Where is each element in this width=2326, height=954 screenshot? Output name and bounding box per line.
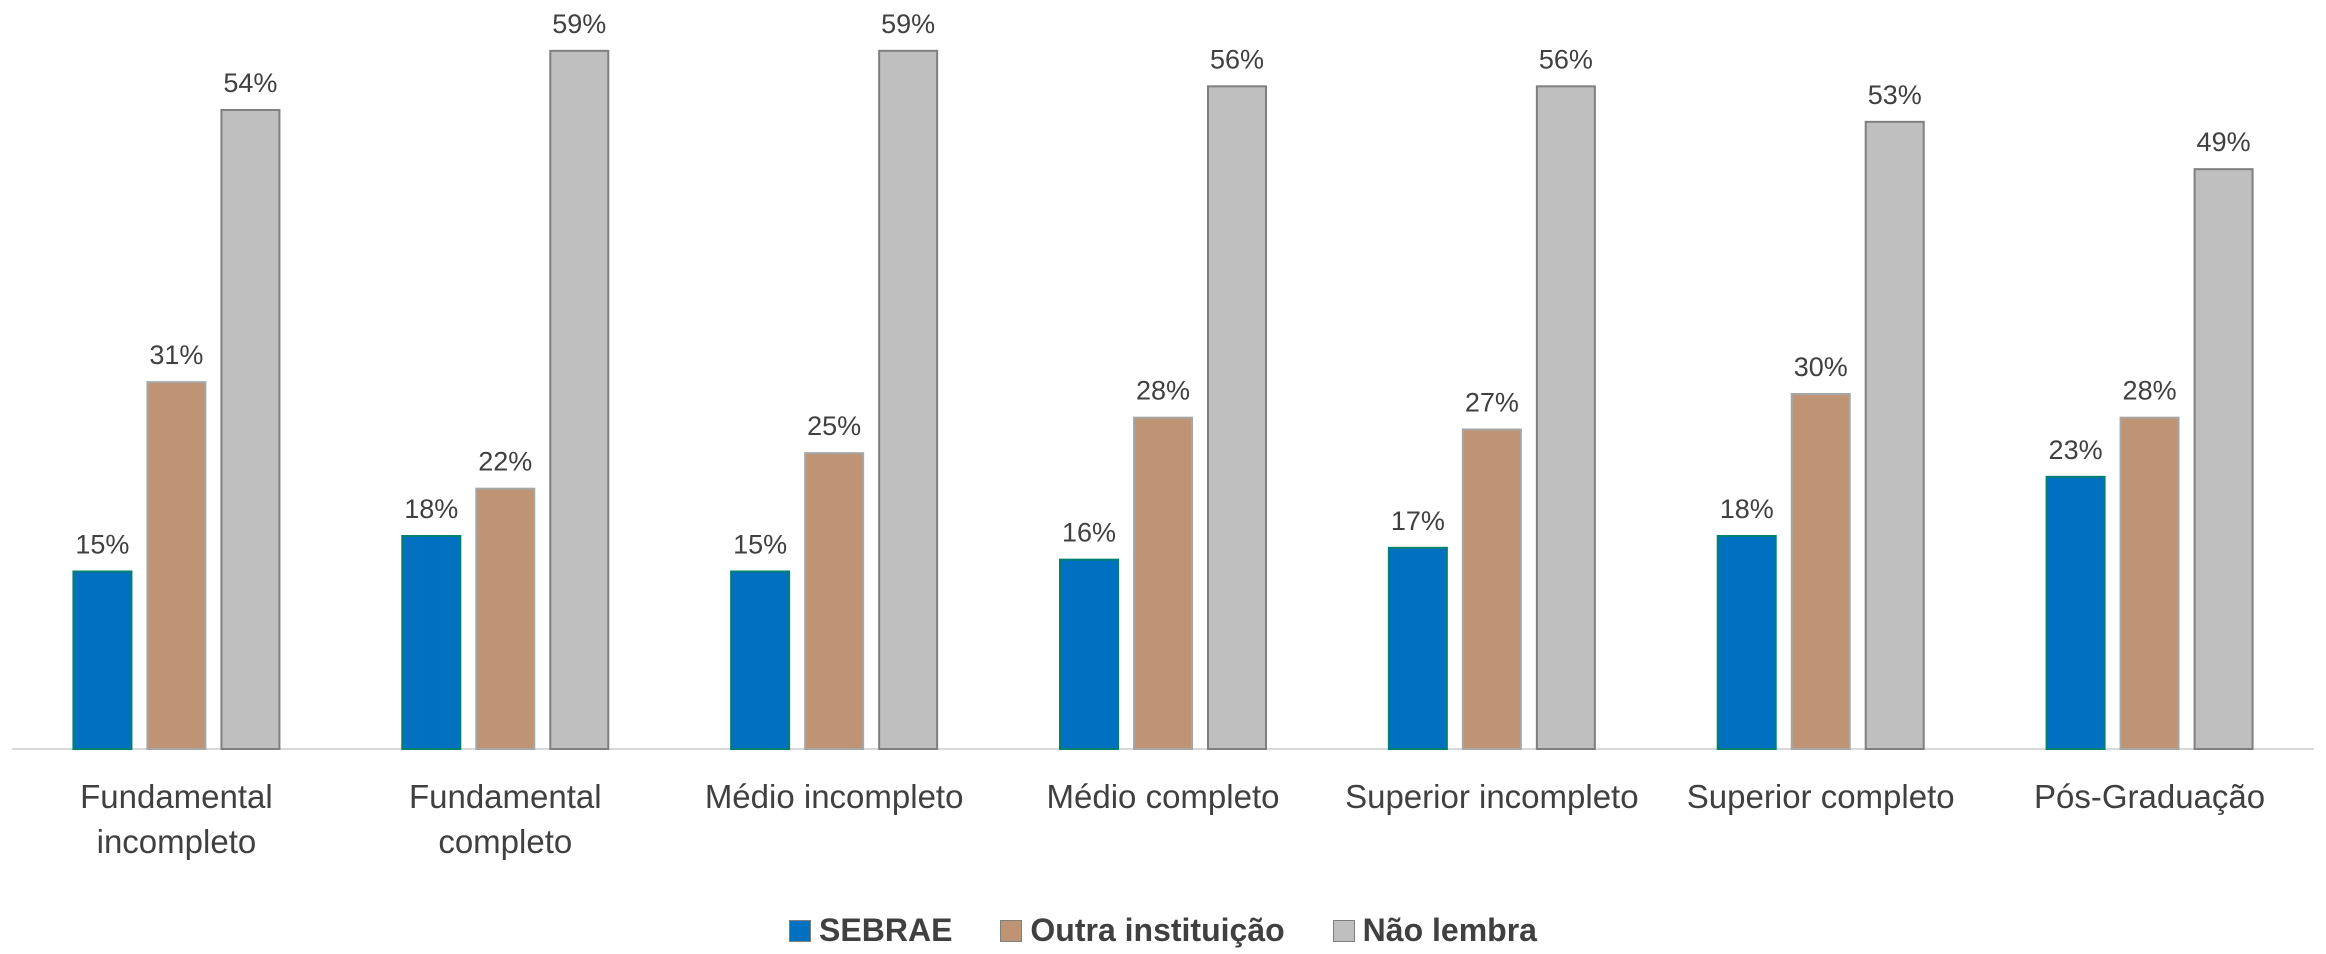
data-label: 28% [2123, 376, 2177, 406]
x-tick-label: Superior incompleto [1345, 778, 1639, 815]
data-label: 16% [1062, 518, 1116, 548]
legend-item: Outra instituição [1000, 912, 1285, 949]
x-tick-label: Superior completo [1686, 778, 1955, 815]
data-label: 25% [807, 411, 861, 441]
x-tick-label: Fundamental completo [408, 778, 602, 860]
bar [475, 487, 536, 750]
x-tick-label: Médio incompleto [704, 778, 964, 815]
x-tick-label: Pós-Graduação [2033, 778, 2266, 815]
bar [72, 570, 133, 750]
bar [1133, 416, 1193, 750]
legend-label: Outra instituição [1030, 912, 1285, 948]
legend-item: Não lembra [1332, 912, 1537, 949]
data-label: 54% [223, 68, 277, 98]
data-label: 28% [1136, 376, 1190, 406]
bar [2193, 168, 2254, 750]
data-label: 17% [1391, 506, 1445, 536]
bar [1790, 393, 1851, 750]
bar [146, 381, 207, 750]
bar [1059, 558, 1119, 751]
data-label: 56% [1210, 44, 1264, 74]
bar [804, 452, 865, 750]
bar [1535, 85, 1596, 751]
data-label: 31% [149, 340, 203, 370]
bar [1461, 428, 1522, 750]
legend-swatch [1000, 919, 1023, 942]
legend-swatch [789, 919, 812, 942]
legend: SEBRAE Outra instituição Não lembra [0, 912, 2326, 949]
legend-label: Não lembra [1362, 912, 1537, 948]
bar [1864, 120, 1925, 751]
bar [2045, 475, 2106, 750]
x-tick-label: Fundamental incompleto [80, 778, 273, 860]
bar [220, 109, 281, 750]
data-label: 59% [881, 9, 935, 39]
data-label: 18% [1720, 494, 1774, 524]
data-label: 15% [733, 530, 787, 560]
data-label: 53% [1868, 80, 1922, 110]
data-label: 49% [2197, 127, 2251, 157]
data-label: 27% [1465, 388, 1519, 418]
data-label: 59% [552, 9, 606, 39]
bar [1207, 85, 1267, 751]
bar [2119, 416, 2180, 750]
bar [1716, 535, 1777, 750]
data-label: 23% [2049, 435, 2103, 465]
legend-swatch [1332, 919, 1355, 942]
x-tick-label: Médio completo [1046, 778, 1280, 815]
legend-label: SEBRAE [819, 912, 953, 948]
data-label: 22% [478, 447, 532, 477]
bar [878, 49, 939, 751]
data-label: 30% [1794, 352, 1848, 382]
bar [401, 535, 462, 750]
data-label: 56% [1539, 44, 1593, 74]
legend-item: SEBRAE [789, 912, 952, 949]
plot: 15% 31% 54% 18% 22% 59% 15% 25% 59% 16% 28% 56% 17% 2… [12, 9, 2314, 751]
data-label: 15% [75, 530, 129, 560]
bar [730, 570, 791, 750]
bar [549, 49, 610, 751]
data-label: 18% [404, 494, 458, 524]
bar [1387, 546, 1448, 750]
